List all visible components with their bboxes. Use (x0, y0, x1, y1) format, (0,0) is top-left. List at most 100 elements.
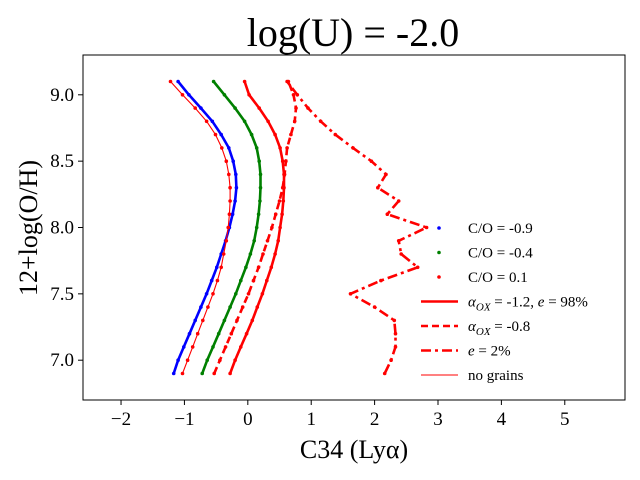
data-point (176, 358, 180, 363)
data-point (228, 185, 232, 190)
plot-frame (82, 54, 626, 401)
data-point (231, 159, 235, 163)
data-point (318, 119, 323, 124)
data-point (284, 159, 288, 163)
data-point (226, 225, 230, 230)
data-point (234, 172, 238, 177)
x-tick-label: −1 (174, 409, 194, 430)
data-point (228, 371, 232, 376)
data-point (348, 292, 353, 296)
data-point (294, 106, 298, 110)
x-tick-label: 5 (560, 409, 570, 430)
data-point (256, 212, 261, 216)
data-point (280, 185, 285, 190)
y-tick-label: 8.5 (50, 151, 74, 172)
data-point (376, 185, 380, 190)
data-point (211, 345, 215, 349)
data-point (211, 79, 216, 84)
series-2 (200, 79, 263, 376)
data-point (292, 119, 297, 124)
legend-label-part: = -1.2, (491, 295, 538, 311)
data-point (228, 305, 232, 309)
data-point (254, 146, 259, 150)
data-point (227, 212, 232, 216)
data-point (295, 93, 300, 97)
data-point (200, 371, 204, 376)
data-point (246, 292, 251, 296)
data-point (285, 79, 289, 84)
legend-label-part: α (468, 319, 477, 335)
data-point (385, 212, 390, 216)
legend-label: no grains (468, 368, 524, 384)
data-point (227, 146, 231, 150)
data-point (228, 199, 232, 203)
data-point (257, 159, 262, 163)
legend-entry: C/O = 0.1 (437, 270, 528, 286)
series-line (200, 80, 262, 374)
data-point (277, 199, 282, 203)
data-point (250, 318, 255, 323)
legend-label: e = 2% (468, 344, 511, 360)
data-point (369, 159, 374, 163)
data-point (256, 265, 261, 270)
data-point (206, 305, 210, 309)
legend-marker (437, 250, 441, 255)
data-point (265, 239, 270, 243)
legend-entry: αOX = -1.2, e = 98% (421, 295, 588, 314)
data-point (204, 292, 209, 296)
data-point (289, 132, 293, 137)
data-point (251, 278, 256, 283)
data-point (180, 371, 185, 376)
data-point (205, 358, 209, 363)
data-point (219, 132, 223, 137)
data-point (168, 79, 173, 84)
data-point (180, 93, 185, 97)
data-point (270, 225, 274, 230)
data-point (396, 239, 401, 243)
data-point (215, 265, 219, 270)
data-point (291, 93, 296, 97)
data-point (399, 252, 404, 256)
data-point (244, 265, 248, 270)
data-point (372, 305, 377, 309)
data-point (233, 106, 237, 110)
chart-title: log(U) = -2.0 (247, 10, 460, 55)
x-tick-label: 4 (497, 409, 507, 430)
data-point (244, 331, 249, 336)
legend-label: αOX = -1.2, e = 98% (468, 295, 588, 314)
data-point (234, 185, 239, 190)
data-point (227, 172, 231, 177)
data-point (171, 371, 176, 376)
data-point (216, 331, 221, 336)
data-point (260, 292, 265, 296)
legend-entry: e = 2% (421, 344, 511, 360)
series-6 (168, 79, 232, 376)
data-point (384, 172, 388, 177)
data-point (273, 212, 278, 216)
data-point (182, 345, 186, 349)
y-axis-ticks: 7.0 7.5 8.0 8.5 9.0 (50, 85, 83, 371)
legend-entry: C/O = -0.4 (437, 246, 533, 262)
data-point (233, 358, 237, 363)
data-point (219, 252, 223, 256)
x-tick-label: 2 (370, 409, 380, 430)
data-point (333, 132, 338, 137)
data-point (351, 146, 355, 150)
data-point (265, 278, 269, 283)
data-point (193, 106, 197, 110)
data-point (424, 225, 429, 230)
data-point (258, 199, 262, 203)
series-4 (212, 79, 298, 376)
y-tick-label: 9.0 (50, 85, 74, 106)
data-point (248, 252, 253, 256)
data-point (379, 278, 383, 283)
legend-label-part: OX (476, 302, 492, 314)
series-5 (285, 79, 429, 376)
x-axis-label: C34 (Lyα) (300, 435, 408, 464)
data-point (249, 132, 254, 137)
legend-label-part: e (468, 344, 475, 360)
data-point (239, 345, 243, 349)
data-point (392, 318, 397, 323)
